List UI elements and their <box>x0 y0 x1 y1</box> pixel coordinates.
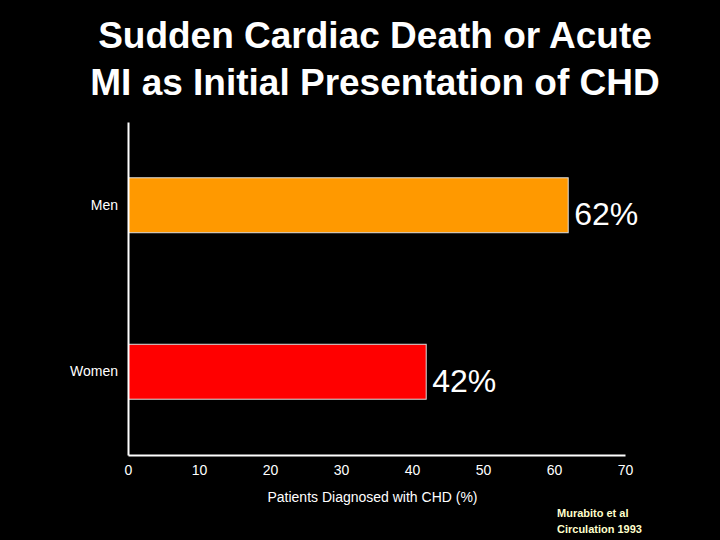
x-tick-label: 70 <box>618 462 634 478</box>
annotation-line: Circulation 1993 <box>557 523 642 535</box>
y-tick: Men <box>91 197 118 213</box>
x-tick: 0 <box>125 462 133 478</box>
annotation-line: Murabito et al <box>557 507 629 519</box>
x-tick-label: 60 <box>547 462 563 478</box>
bar <box>128 178 568 233</box>
x-tick: 20 <box>263 462 279 478</box>
title-line: Sudden Cardiac Death or Acute <box>98 15 652 56</box>
y-tick-label: Women <box>70 363 118 379</box>
x-tick: 30 <box>334 462 350 478</box>
data-label: 62% <box>574 196 638 232</box>
y-axis: Men Women <box>70 123 128 456</box>
x-tick-label: 30 <box>334 462 350 478</box>
chart: Sudden Cardiac Death or Acute MI as Initi… <box>0 0 720 540</box>
x-tick: 50 <box>476 462 492 478</box>
x-tick: 10 <box>192 462 208 478</box>
x-tick: 70 <box>618 462 634 478</box>
x-axis: 0 10 20 30 40 50 60 70 <box>125 456 634 478</box>
title: Sudden Cardiac Death or Acute MI as Initi… <box>90 15 659 103</box>
x-tick: 40 <box>405 462 421 478</box>
title-line: MI as Initial Presentation of CHD <box>90 62 659 103</box>
data-labels: 62% 42% <box>432 196 638 399</box>
annotation: Murabito et al Circulation 1993 <box>557 507 642 535</box>
x-tick-label: 40 <box>405 462 421 478</box>
x-tick-label: 10 <box>192 462 208 478</box>
x-tick: 60 <box>547 462 563 478</box>
x-tick-label: 0 <box>125 462 133 478</box>
x-tick-label: 50 <box>476 462 492 478</box>
y-tick-label: Men <box>91 197 118 213</box>
data-label: 42% <box>432 363 496 399</box>
y-axis-line <box>128 123 130 456</box>
bar <box>128 344 426 399</box>
y-tick: Women <box>70 363 118 379</box>
x-axis-title: Patients Diagnosed with CHD (%) <box>267 489 477 505</box>
x-axis-line <box>129 455 626 457</box>
background <box>0 0 720 540</box>
x-tick-label: 20 <box>263 462 279 478</box>
bars <box>128 178 568 399</box>
